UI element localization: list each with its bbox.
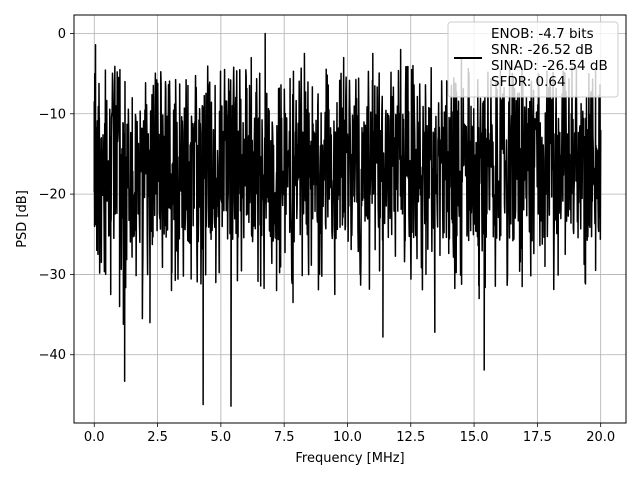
x-tick-label: 17.5	[523, 430, 552, 445]
axes-frame	[73, 14, 627, 424]
y-tick-label: −10	[39, 107, 66, 122]
x-axis: 0.0 2.5 5.0 7.5 10.0 12.5 15.0 17.5 20.0	[84, 423, 615, 445]
legend: ENOB: -4.7 bits SNR: -26.52 dB SINAD: -2…	[447, 21, 619, 98]
y-tick-label: −30	[39, 268, 66, 283]
psd-series-line	[93, 32, 602, 407]
legend-box	[447, 21, 619, 98]
y-tick-label: −20	[39, 188, 66, 203]
legend-line-4: SFDR: 0.64	[491, 74, 566, 90]
x-tick-label: 10.0	[333, 430, 362, 445]
x-tick-label: 2.5	[147, 430, 168, 445]
x-tick-label: 7.5	[274, 430, 295, 445]
legend-line-2: SNR: -26.52 dB	[491, 42, 593, 58]
x-tick-label: 20.0	[586, 430, 615, 445]
y-axis-label: PSD [dB]	[15, 190, 30, 248]
x-tick-label: 15.0	[460, 430, 489, 445]
legend-line-1: ENOB: -4.7 bits	[491, 26, 594, 42]
x-axis-label: Frequency [MHz]	[295, 451, 404, 466]
y-axis: 0 −10 −20 −30 −40	[39, 27, 74, 363]
y-tick-label: 0	[58, 27, 66, 42]
legend-line-3: SINAD: -26.54 dB	[491, 58, 608, 74]
y-tick-label: −40	[39, 348, 66, 363]
x-tick-label: 12.5	[396, 430, 425, 445]
x-tick-label: 0.0	[84, 430, 105, 445]
x-tick-label: 5.0	[211, 430, 232, 445]
series-layer	[93, 32, 602, 407]
